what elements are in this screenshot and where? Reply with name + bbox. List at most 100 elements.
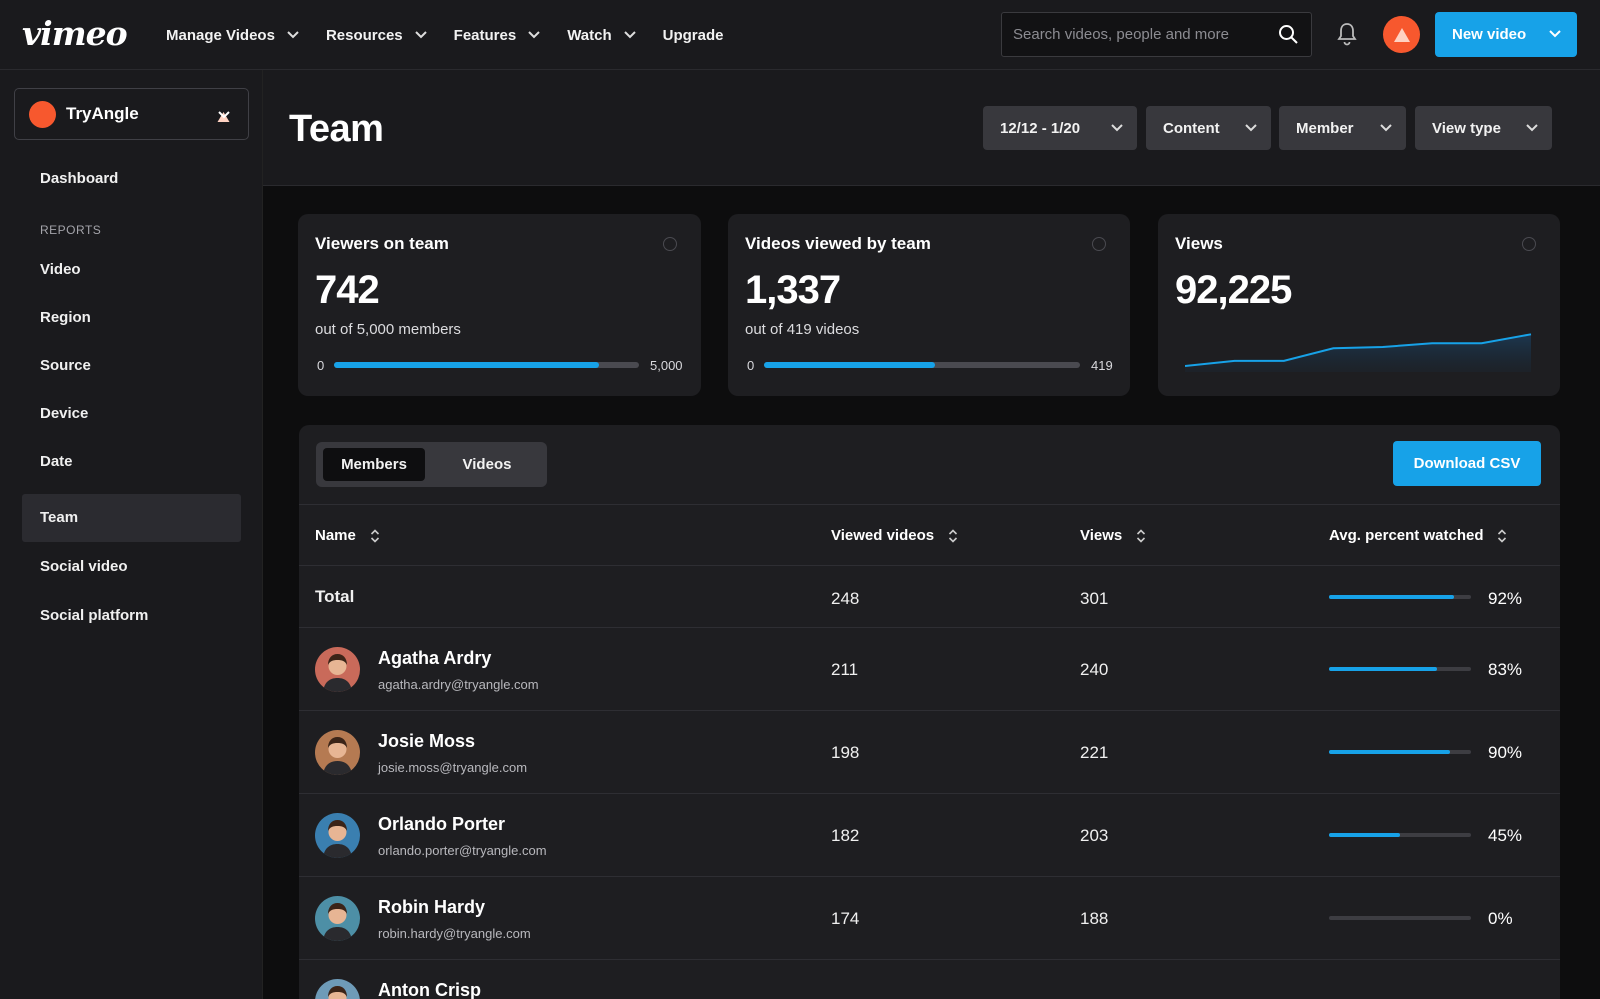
total-label: Total bbox=[315, 587, 355, 606]
member-name: Agatha Ardry bbox=[378, 648, 492, 668]
member-filter[interactable]: Member bbox=[1279, 106, 1406, 150]
filter-label: Member bbox=[1296, 119, 1354, 137]
chevron-down-icon bbox=[1549, 30, 1561, 38]
nav-label: Manage Videos bbox=[166, 26, 275, 44]
new-video-label: New video bbox=[1452, 26, 1527, 43]
sidebar-item-team[interactable]: Team bbox=[40, 509, 79, 526]
sidebar: TryAngle Dashboard REPORTS Video Region … bbox=[0, 70, 263, 999]
team-switcher[interactable]: TryAngle bbox=[14, 88, 249, 140]
sidebar-item-dashboard[interactable]: Dashboard bbox=[40, 170, 119, 187]
percent-fill bbox=[1329, 667, 1437, 671]
column-header-name[interactable]: Name bbox=[315, 527, 380, 544]
percent-bar bbox=[1329, 667, 1471, 671]
table-row[interactable]: Orlando Porter orlando.porter@tryangle.c… bbox=[299, 794, 1560, 877]
views-count: 203 bbox=[1080, 826, 1109, 845]
progress-track bbox=[334, 362, 639, 368]
info-icon[interactable] bbox=[1092, 237, 1106, 251]
date-range-filter[interactable]: 12/12 - 1/20 bbox=[983, 106, 1137, 150]
team-table-panel: Members Videos Download CSV Name Viewed … bbox=[299, 425, 1560, 999]
info-icon[interactable] bbox=[1522, 237, 1536, 251]
chevron-down-icon bbox=[1111, 124, 1123, 132]
filter-label: View type bbox=[1432, 119, 1501, 137]
range-min: 0 bbox=[747, 358, 755, 373]
search-box bbox=[1001, 12, 1312, 57]
bell-icon[interactable] bbox=[1337, 22, 1357, 46]
info-icon[interactable] bbox=[663, 237, 677, 251]
download-csv-button[interactable]: Download CSV bbox=[1393, 441, 1541, 486]
percent-value: 92% bbox=[1488, 589, 1523, 608]
nav-label: Upgrade bbox=[662, 26, 724, 44]
chevron-down-icon bbox=[1526, 124, 1538, 132]
chevron-down-icon bbox=[528, 31, 540, 39]
search-icon[interactable] bbox=[1278, 24, 1299, 45]
member-name: Josie Moss bbox=[378, 731, 476, 751]
card-title: Viewers on team bbox=[315, 234, 449, 253]
nav-watch[interactable]: Watch bbox=[567, 27, 636, 44]
sort-icon bbox=[949, 528, 958, 543]
person-portrait-icon bbox=[315, 896, 360, 941]
content-filter[interactable]: Content bbox=[1146, 106, 1271, 150]
filter-label: 12/12 - 1/20 bbox=[1000, 119, 1081, 137]
views-count: 188 bbox=[1080, 909, 1109, 928]
table-row[interactable]: Anton Crisp bbox=[299, 960, 1560, 999]
table-row[interactable]: Robin Hardy robin.hardy@tryangle.com 174… bbox=[299, 877, 1560, 960]
percent-bar bbox=[1329, 750, 1471, 754]
column-label: Viewed videos bbox=[831, 527, 935, 544]
progress-fill bbox=[334, 362, 600, 368]
nav-manage-videos[interactable]: Manage Videos bbox=[166, 27, 299, 44]
top-navigation: vimeo Manage Videos Resources Features W… bbox=[0, 0, 1600, 70]
view-type-filter[interactable]: View type bbox=[1415, 106, 1552, 150]
percent-value: 45% bbox=[1488, 826, 1523, 845]
card-title: Videos viewed by team bbox=[745, 234, 931, 253]
sidebar-item-region[interactable]: Region bbox=[40, 309, 91, 326]
percent-value: 0% bbox=[1488, 909, 1513, 928]
views-sparkline-chart bbox=[1185, 333, 1532, 372]
chevron-down-icon bbox=[287, 31, 299, 39]
person-portrait-icon bbox=[315, 730, 360, 775]
member-email: josie.moss@tryangle.com bbox=[378, 760, 528, 775]
card-subtitle: out of 5,000 members bbox=[315, 321, 461, 338]
person-portrait-icon bbox=[315, 647, 360, 692]
viewed-count: 248 bbox=[831, 589, 860, 608]
views-series-line bbox=[1185, 333, 1532, 367]
card-value: 1,337 bbox=[745, 268, 841, 312]
views-count: 301 bbox=[1080, 589, 1109, 608]
sidebar-item-device[interactable]: Device bbox=[40, 405, 89, 422]
column-header-viewed-videos[interactable]: Viewed videos bbox=[831, 527, 958, 544]
sidebar-item-video[interactable]: Video bbox=[40, 261, 81, 278]
sidebar-item-source[interactable]: Source bbox=[40, 357, 91, 374]
table-row[interactable]: Josie Moss josie.moss@tryangle.com 198 2… bbox=[299, 711, 1560, 794]
search-input[interactable] bbox=[1013, 26, 1273, 43]
tab-videos[interactable]: Videos bbox=[462, 456, 512, 473]
sort-icon bbox=[370, 528, 379, 543]
viewed-count: 211 bbox=[831, 660, 859, 679]
new-video-button[interactable]: New video bbox=[1435, 12, 1577, 57]
sidebar-item-date[interactable]: Date bbox=[40, 453, 73, 470]
nav-label: Features bbox=[453, 26, 517, 44]
percent-bar bbox=[1329, 833, 1471, 837]
sidebar-item-social-platform[interactable]: Social platform bbox=[40, 607, 149, 624]
percent-fill bbox=[1329, 750, 1450, 754]
user-avatar[interactable] bbox=[1383, 16, 1420, 53]
percent-fill bbox=[1329, 833, 1400, 837]
card-subtitle: out of 419 videos bbox=[745, 321, 860, 338]
sidebar-active-highlight bbox=[22, 494, 241, 542]
avatar bbox=[315, 647, 360, 692]
nav-upgrade[interactable]: Upgrade bbox=[663, 27, 724, 44]
table-row[interactable]: Agatha Ardry agatha.ardry@tryangle.com 2… bbox=[299, 628, 1560, 711]
nav-resources[interactable]: Resources bbox=[326, 27, 427, 44]
card-title: Views bbox=[1175, 234, 1223, 253]
sidebar-item-social-video[interactable]: Social video bbox=[40, 558, 128, 575]
member-name: Robin Hardy bbox=[378, 897, 486, 917]
vimeo-logo[interactable]: vimeo bbox=[22, 14, 128, 53]
page-header: Team 12/12 - 1/20 Content Member View ty… bbox=[263, 70, 1600, 186]
column-header-avg-percent[interactable]: Avg. percent watched bbox=[1329, 527, 1507, 544]
member-name: Anton Crisp bbox=[378, 980, 481, 999]
sort-icon bbox=[1498, 528, 1507, 543]
viewed-count: 174 bbox=[831, 909, 860, 928]
column-header-views[interactable]: Views bbox=[1080, 527, 1146, 544]
card-value: 92,225 bbox=[1175, 268, 1292, 312]
tab-members[interactable]: Members bbox=[323, 448, 425, 481]
views-card: Views 92,225 bbox=[1158, 214, 1560, 396]
nav-features[interactable]: Features bbox=[454, 27, 541, 44]
